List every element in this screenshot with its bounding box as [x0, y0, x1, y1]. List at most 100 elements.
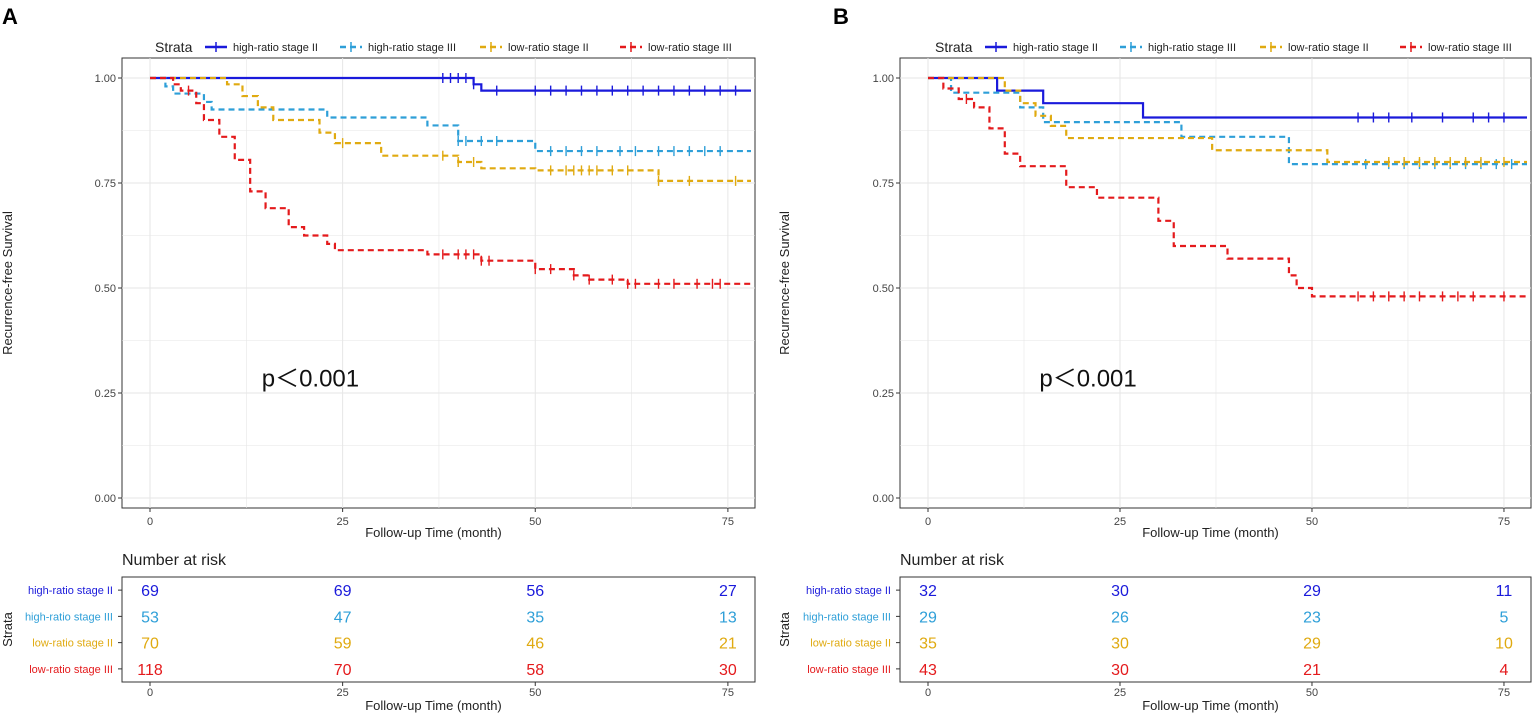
y-tick-label: 0.00 — [873, 493, 894, 505]
risk-row-label-high-ratio-stage-iii: high-ratio stage III — [803, 611, 891, 623]
risk-strata-axis-title: Strata — [777, 611, 792, 646]
p-value-annotation: p＜0.001 — [1039, 366, 1136, 393]
legend-label-high-ratio-stage-ii: high-ratio stage II — [1013, 42, 1098, 54]
risk-value: 29 — [919, 609, 937, 626]
risk-row-label-low-ratio-stage-ii: low-ratio stage II — [32, 638, 113, 650]
risk-x-tick-label: 25 — [337, 687, 349, 699]
survival-curve-high-ratio-stage-ii — [150, 76, 751, 92]
risk-value: 11 — [1496, 583, 1513, 600]
y-tick-label: 0.00 — [95, 493, 116, 505]
risk-value: 10 — [1495, 636, 1513, 653]
legend-label-low-ratio-stage-ii: low-ratio stage II — [508, 42, 589, 54]
legend-label-low-ratio-stage-iii: low-ratio stage III — [1428, 42, 1512, 54]
risk-table: Number at risk high-ratio stage II 32 30 29 1… — [777, 552, 1532, 713]
series-high-ratio-stage-ii — [928, 76, 1527, 123]
x-tick-label: 75 — [1498, 516, 1510, 528]
survival-curve-high-ratio-stage-ii — [928, 76, 1527, 119]
series-low-ratio-stage-iii — [928, 76, 1527, 302]
risk-value: 29 — [1303, 583, 1321, 600]
risk-value: 70 — [141, 636, 159, 653]
risk-table-frame — [899, 576, 1532, 683]
x-tick-label: 0 — [925, 516, 931, 528]
risk-value: 4 — [1500, 662, 1509, 679]
legend-label-high-ratio-stage-iii: high-ratio stage III — [1148, 42, 1236, 54]
y-axis-title: Recurrence-free Survival — [777, 211, 792, 355]
risk-strata-axis-title: Strata — [0, 611, 15, 646]
y-tick-label: 1.00 — [873, 73, 894, 85]
risk-table-title: Number at risk — [900, 552, 1005, 569]
panel-letter: A — [2, 4, 18, 29]
risk-row-label-high-ratio-stage-ii: high-ratio stage II — [28, 585, 113, 597]
risk-x-tick-label: 50 — [1306, 687, 1318, 699]
legend: Strata high-ratio stage II high-ratio stag… — [155, 39, 732, 55]
risk-value: 70 — [334, 662, 352, 679]
panel-letter: B — [833, 4, 849, 29]
risk-value: 5 — [1500, 609, 1509, 626]
series-low-ratio-stage-ii — [928, 76, 1527, 167]
risk-table: Number at risk high-ratio stage II 69 69 56 2… — [0, 552, 756, 713]
plot-area — [899, 57, 1532, 509]
gridlines — [900, 58, 1531, 508]
risk-row-label-high-ratio-stage-iii: high-ratio stage III — [25, 611, 113, 623]
x-tick-label: 75 — [722, 516, 734, 528]
x-tick-label: 25 — [1114, 516, 1126, 528]
risk-value: 30 — [1111, 636, 1129, 653]
risk-value: 29 — [1303, 636, 1321, 653]
risk-table-title: Number at risk — [122, 552, 227, 569]
x-tick-label: 0 — [147, 516, 153, 528]
risk-value: 30 — [719, 662, 737, 679]
legend-label-high-ratio-stage-ii: high-ratio stage II — [233, 42, 318, 54]
y-tick-label: 0.25 — [873, 388, 894, 400]
risk-x-tick-label: 75 — [1498, 687, 1510, 699]
y-tick-label: 0.75 — [95, 178, 116, 190]
legend-title: Strata — [935, 39, 973, 55]
risk-value: 47 — [334, 609, 352, 626]
survival-curve-low-ratio-stage-iii — [928, 76, 1527, 298]
risk-value: 35 — [526, 609, 544, 626]
risk-value: 35 — [919, 636, 937, 653]
risk-x-axis-title: Follow-up Time (month) — [365, 698, 502, 713]
risk-x-tick-label: 75 — [722, 687, 734, 699]
risk-value: 59 — [334, 636, 352, 653]
x-tick-label: 50 — [529, 516, 541, 528]
legend-label-high-ratio-stage-iii: high-ratio stage III — [368, 42, 456, 54]
legend-label-low-ratio-stage-ii: low-ratio stage II — [1288, 42, 1369, 54]
survival-curve-high-ratio-stage-iii — [150, 76, 751, 153]
survival-curve-low-ratio-stage-ii — [928, 76, 1527, 164]
x-axis-title: Follow-up Time (month) — [365, 525, 502, 540]
risk-value: 26 — [1111, 609, 1129, 626]
risk-value: 32 — [919, 583, 937, 600]
panel-b: B Strata high-ratio stage II high-ratio sta… — [777, 4, 1532, 713]
risk-value: 46 — [526, 636, 544, 653]
survival-curve-low-ratio-stage-iii — [150, 76, 753, 286]
risk-value: 69 — [334, 583, 352, 600]
risk-x-tick-label: 50 — [529, 687, 541, 699]
risk-value: 21 — [1303, 662, 1321, 679]
risk-value: 43 — [919, 662, 937, 679]
x-tick-label: 50 — [1306, 516, 1318, 528]
risk-row-label-high-ratio-stage-ii: high-ratio stage II — [806, 585, 891, 597]
survival-curve-low-ratio-stage-ii — [150, 76, 751, 182]
risk-x-axis-title: Follow-up Time (month) — [1142, 698, 1279, 713]
risk-x-tick-label: 0 — [147, 687, 153, 699]
p-value-annotation: p＜0.001 — [262, 366, 359, 393]
risk-row-label-low-ratio-stage-ii: low-ratio stage II — [810, 638, 891, 650]
legend-title: Strata — [155, 39, 193, 55]
risk-value: 69 — [141, 583, 159, 600]
risk-table-frame — [121, 576, 756, 683]
risk-value: 13 — [719, 609, 737, 626]
y-axis-title: Recurrence-free Survival — [0, 211, 15, 355]
y-tick-label: 0.50 — [95, 283, 116, 295]
y-tick-label: 0.75 — [873, 178, 894, 190]
y-tick-label: 1.00 — [95, 73, 116, 85]
risk-value: 53 — [141, 609, 159, 626]
risk-row-label-low-ratio-stage-iii: low-ratio stage III — [29, 664, 113, 676]
risk-value: 56 — [526, 583, 544, 600]
y-tick-label: 0.25 — [95, 388, 116, 400]
series-low-ratio-stage-iii — [150, 76, 753, 289]
x-axis-title: Follow-up Time (month) — [1142, 525, 1279, 540]
risk-value: 30 — [1111, 662, 1129, 679]
risk-value: 30 — [1111, 583, 1129, 600]
